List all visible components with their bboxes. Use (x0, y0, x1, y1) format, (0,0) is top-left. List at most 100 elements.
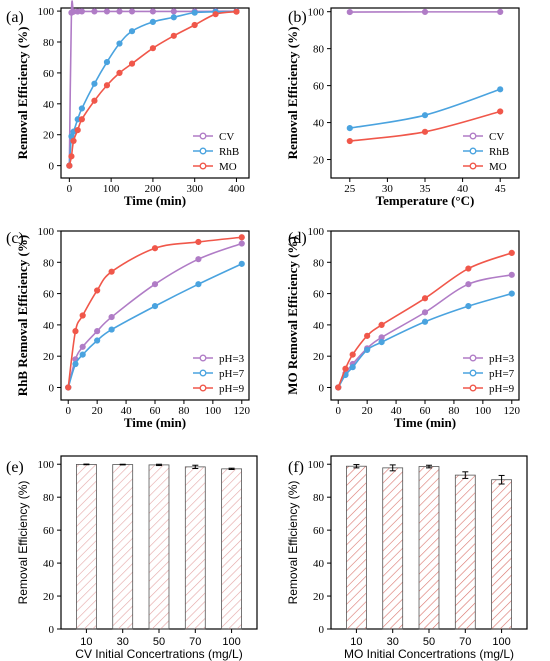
x-tick-label: 100 (205, 405, 222, 417)
y-tick-label: 60 (43, 68, 55, 80)
data-point (94, 328, 101, 335)
data-point (149, 45, 157, 52)
x-tick-label: 10 (350, 636, 362, 648)
data-point (421, 128, 429, 135)
x-tick-label: 80 (178, 405, 190, 417)
x-tick-label: 50 (153, 636, 165, 648)
y-tick-label: 0 (49, 624, 55, 636)
bar (454, 474, 476, 630)
y-tick-label: 40 (43, 99, 55, 111)
data-point (212, 11, 219, 18)
data-point (116, 40, 123, 47)
x-tick-label: 35 (420, 183, 432, 195)
legend-label: MO (219, 161, 237, 173)
legend-label: CV (489, 131, 504, 143)
data-point (149, 8, 157, 15)
y-tick-label: 0 (49, 161, 55, 173)
data-point (91, 8, 98, 15)
data-point (151, 281, 159, 288)
plot-frame (60, 7, 250, 179)
panel-label: (b) (288, 9, 307, 26)
data-point (195, 238, 202, 246)
y-tick-label: 60 (43, 525, 55, 537)
legend-marker (469, 369, 477, 377)
panel-label: (d) (288, 230, 307, 247)
y-tick-label: 100 (38, 226, 55, 238)
bar (148, 464, 170, 630)
y-axis-label: MO Removal Efficiency (%) (285, 236, 300, 394)
x-tick-label: 80 (448, 405, 460, 417)
data-point (421, 295, 429, 302)
data-point (170, 32, 177, 39)
legend-entry: pH=9 (193, 383, 245, 395)
y-axis-label: Removal Efficiency (%) (15, 27, 30, 160)
x-tick-label: 30 (387, 636, 399, 648)
y-tick-label: 40 (43, 320, 55, 332)
x-tick-label: 40 (121, 405, 133, 417)
data-point (497, 108, 504, 115)
data-point (349, 351, 356, 358)
panel-label: (e) (6, 459, 24, 476)
data-point (91, 80, 98, 87)
x-axis-label: Temperature (°C) (376, 193, 475, 208)
legend-entry: MO (463, 161, 507, 173)
panel-3: (c) 0 20 40 60 80 100 RhB Removal Efficiency (%… (6, 226, 251, 430)
data-point (421, 112, 429, 119)
y-axis-label: RhB Removal Efficiency (%) (15, 235, 30, 396)
y-tick-label: 20 (313, 351, 325, 363)
y-tick-label: 20 (43, 591, 55, 603)
legend-marker (199, 132, 207, 140)
legend-label: CV (219, 131, 234, 143)
data-point (72, 360, 79, 368)
y-tick-label: 20 (313, 591, 325, 603)
data-point (116, 8, 123, 15)
y-tick-label: 60 (43, 289, 55, 301)
series-line-mo (68, 10, 237, 166)
legend-marker (469, 354, 477, 362)
legend-entry: RhB (193, 146, 239, 158)
x-tick-label: 120 (234, 405, 251, 417)
x-tick-label: 30 (117, 636, 129, 648)
data-point (108, 268, 115, 275)
x-tick-label: 0 (335, 405, 341, 417)
legend-label: RhB (219, 146, 239, 158)
legend-entry: CV (193, 131, 234, 143)
series-line-rhb (349, 88, 501, 129)
panel-1: (a) 0 20 40 60 80 100 Removal Efficiency (%) Tim… (6, 0, 250, 208)
data-point (378, 339, 385, 346)
y-tick-label: 100 (38, 6, 55, 18)
data-point (421, 318, 429, 325)
y-tick-label: 100 (308, 459, 325, 471)
data-point (72, 328, 79, 335)
x-tick-label: 400 (228, 183, 245, 195)
legend-entry: pH=9 (463, 383, 515, 395)
data-point (421, 309, 429, 316)
data-point (378, 321, 385, 328)
x-tick-label: 100 (222, 636, 240, 648)
y-tick-label: 100 (308, 226, 325, 238)
y-tick-label: 100 (308, 7, 325, 19)
series-line-rhb (68, 10, 237, 166)
x-tick-label: 100 (103, 183, 120, 195)
legend-entry: pH=7 (463, 368, 515, 380)
data-point (170, 14, 177, 21)
data-point (497, 86, 504, 93)
bar (418, 466, 440, 630)
legend-label: pH=9 (219, 383, 245, 395)
x-tick-label: 50 (423, 636, 435, 648)
x-axis-label: Time (min) (394, 415, 456, 430)
series-line-ph7 (337, 292, 512, 388)
legend-entry: MO (193, 161, 237, 173)
data-point (465, 281, 472, 288)
legend-entry: pH=3 (193, 353, 245, 365)
y-tick-label: 40 (43, 558, 55, 570)
x-tick-label: 100 (475, 405, 492, 417)
x-axis-label: Time (min) (124, 415, 186, 430)
data-point (79, 351, 86, 358)
data-point (70, 137, 77, 145)
legend-marker (199, 354, 207, 362)
data-point (66, 162, 73, 169)
data-point (74, 126, 81, 134)
bar (112, 464, 134, 630)
